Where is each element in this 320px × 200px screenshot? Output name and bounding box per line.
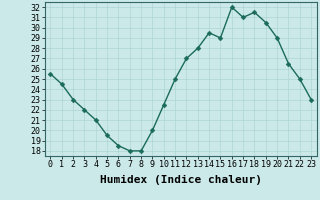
X-axis label: Humidex (Indice chaleur): Humidex (Indice chaleur) <box>100 175 262 185</box>
